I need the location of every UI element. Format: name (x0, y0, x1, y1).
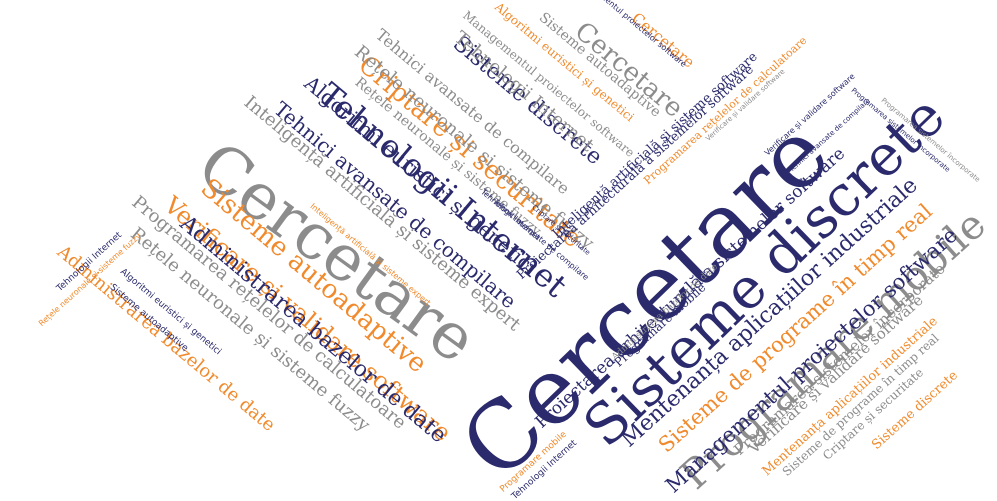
word-cloud: Cercetare Cercetare Sisteme discrete Tehnol… (36, 0, 995, 501)
